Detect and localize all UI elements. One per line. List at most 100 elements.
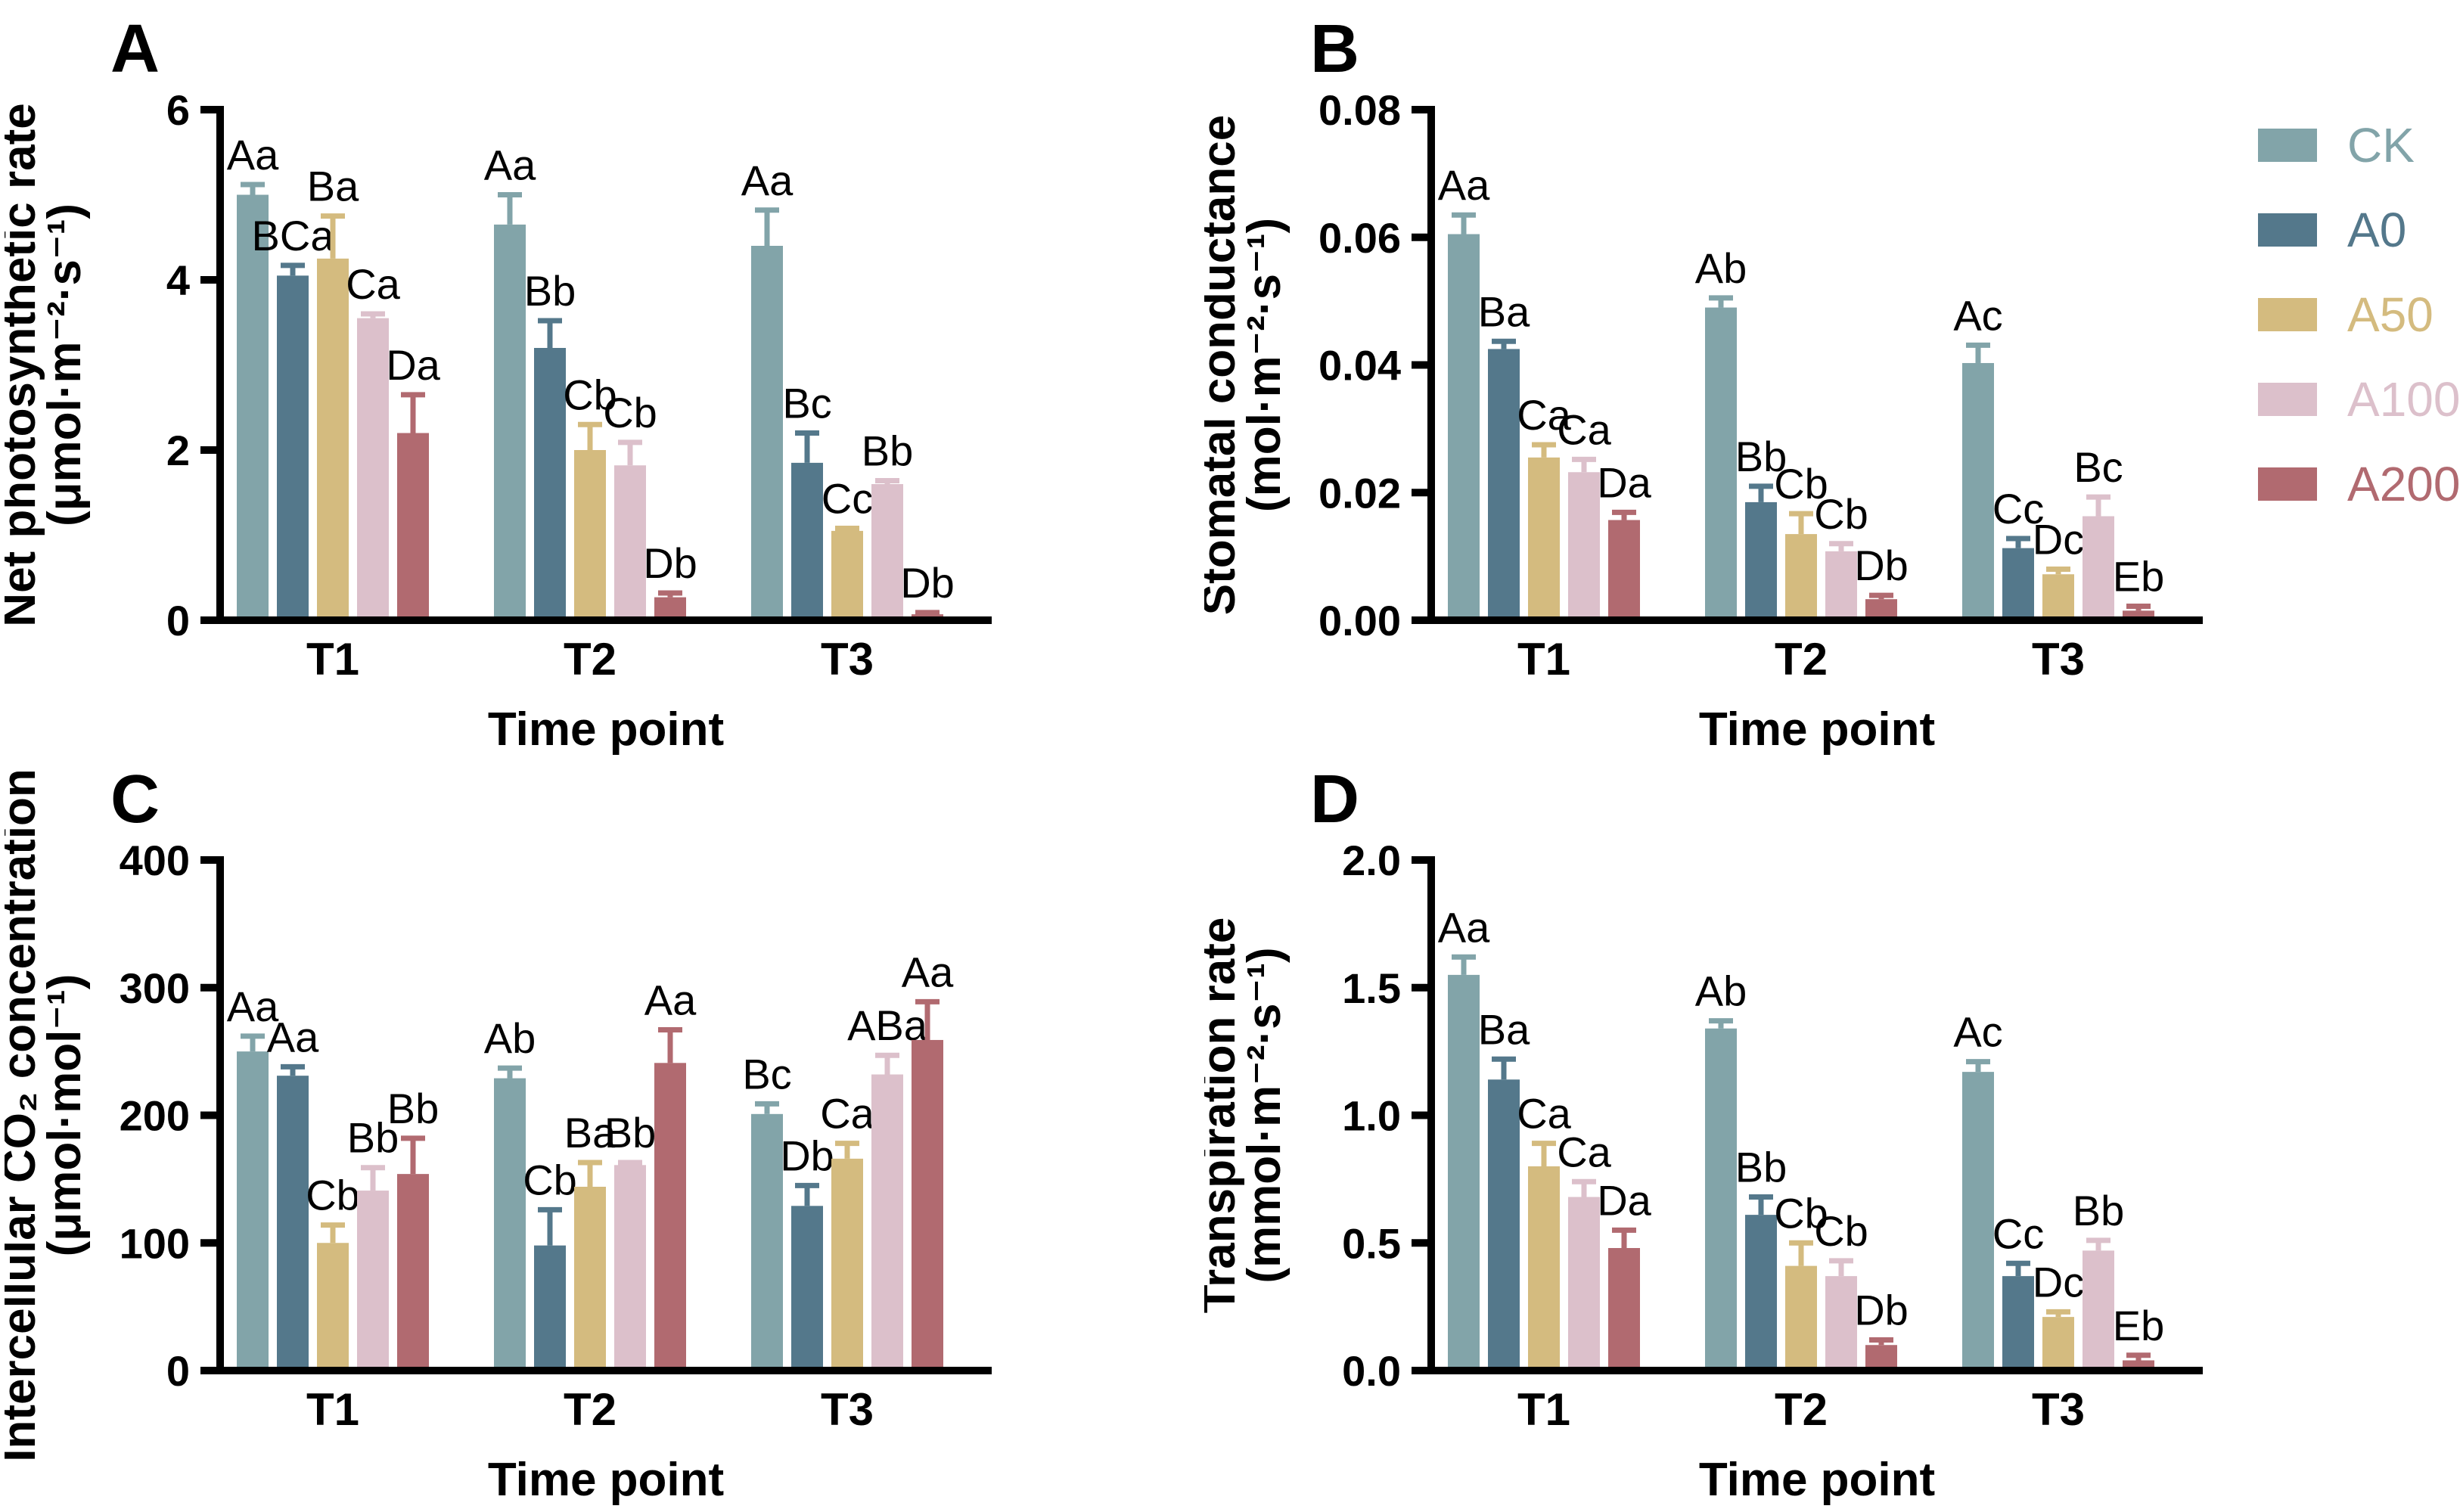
x-axis-title: Time point [1699,703,1935,756]
bar-ck-t2 [494,1078,526,1371]
x-tick-label: T3 [2032,1384,2085,1435]
legend-swatch-a0 [2258,213,2317,247]
significance-letter: BCa [252,212,335,259]
panel-letter: A [110,11,160,87]
significance-letter: Ba [564,1109,617,1157]
significance-letter: Cb [563,371,617,418]
x-tick-label: T1 [1517,1384,1570,1435]
x-tick-label: T2 [1775,634,1828,685]
significance-letter: Cc [1992,485,2044,532]
legend-item-a50: A50 [2258,290,2460,339]
bar-a100-t3 [871,1074,903,1371]
bar-a0-t3 [2002,1276,2034,1371]
bar-a0-t2 [534,1245,566,1371]
significance-letter: Eb [2113,1302,2165,1349]
legend-label-a200: A200 [2347,457,2461,511]
bar-a200-t1 [1608,520,1640,620]
significance-letter: Cb [1814,1207,1868,1255]
bar-a0-t3 [2002,548,2034,620]
bar-a50-t2 [574,1187,606,1371]
significance-letter: Aa [227,131,279,179]
legend-item-a0: A0 [2258,206,2460,254]
significance-letter: Aa [741,157,794,204]
significance-letter: Bc [2073,443,2123,491]
significance-letter: Ba [1478,1005,1530,1053]
significance-letter: Cb [1774,460,1828,508]
chart-stomatal-conductance: B Stomatal conductance(mol·m⁻²·s⁻¹) T1 Aa Ba… [1204,11,2203,756]
y-axis-title: Intercellular CO₂ concentration [5,768,45,1461]
y-tick-label: 0.06 [1318,214,1401,262]
significance-letter: Ab [1695,967,1747,1015]
x-tick-label: T2 [1775,1384,1828,1435]
significance-letter: Ab [484,1014,536,1062]
significance-letter: Dc [2033,516,2084,564]
y-axis-units: (mmol·m⁻²·s⁻¹) [1238,947,1291,1283]
bar-ck-t3 [751,1113,783,1371]
significance-letter: Ac [1953,1008,2002,1056]
bar-a200-t1 [397,433,429,620]
y-tick-label: 0.0 [1342,1347,1401,1395]
legend-swatch-ck [2258,129,2317,162]
bar-a0-t1 [1488,349,1520,620]
legend-swatch-a50 [2258,298,2317,331]
significance-letter: Bb [524,267,576,315]
significance-letter: Cb [523,1156,577,1203]
significance-letter: Cb [1774,1189,1828,1237]
significance-letter: Bb [2073,1187,2125,1234]
significance-letter: Eb [2113,552,2165,600]
significance-letter: Bb [604,1109,657,1157]
bar-ck-t1 [237,194,269,620]
significance-letter: Bb [1735,1144,1787,1191]
bar-a0-t2 [1745,1215,1777,1371]
y-tick-label: 0.00 [1318,597,1401,644]
y-tick-label: 0 [166,597,190,644]
significance-letter: Ac [1953,291,2002,339]
y-tick-label: 2.0 [1342,837,1401,884]
bar-ck-t2 [1705,307,1737,620]
bar-a50-t1 [317,258,349,620]
bar-a100-t1 [357,1191,389,1371]
bar-a100-t1 [1568,472,1600,620]
panel-letter: B [1310,11,1359,87]
significance-letter: Dc [2033,1258,2084,1306]
bar-a100-t2 [614,1165,646,1371]
bar-a100-t2 [614,465,646,620]
panel-b-stomatal-conductance: B Stomatal conductance (mol·m⁻²·s⁻¹) T1 Aa Ba… [1204,0,2362,759]
y-axis-title: Transpiration rate [1204,917,1245,1314]
bar-a200-t2 [654,1063,686,1371]
y-tick-label: 400 [120,837,190,884]
y-tick-label: 6 [166,86,190,134]
x-tick-label: T3 [821,634,874,685]
significance-letter: Ca [1517,1090,1571,1138]
x-axis-title: Time point [1699,1454,1935,1506]
significance-letter: Bb [1735,433,1787,480]
bar-ck-t2 [1705,1028,1737,1371]
significance-letter: Db [780,1132,834,1179]
bar-a50-t3 [2042,1317,2074,1371]
significance-letter: Cc [1992,1209,2044,1257]
y-tick-label: 300 [120,964,190,1012]
panel-d-transpiration-rate: D Transpiration rate (mmol·m⁻²·s⁻¹) T1 Aa Ba C… [1204,750,2362,1510]
significance-letter: Ca [1557,1128,1611,1175]
bar-a50-t2 [574,450,606,620]
y-tick-label: 1.5 [1342,964,1401,1012]
panel-letter: D [1310,762,1359,837]
y-tick-label: 0.04 [1318,342,1401,390]
y-axis-units: (μmol·m⁻²·s⁻¹) [39,203,91,526]
bar-ck-t3 [751,246,783,620]
panel-a-net-photosynthetic-rate: A Net photosynthetic rate (μmol·m⁻²·s⁻¹) T1… [5,0,1162,759]
bar-a100-t3 [871,484,903,620]
legend-label-ck: CK [2347,118,2415,172]
significance-letter: Ca [1557,405,1611,453]
significance-letter: Ca [820,1090,874,1138]
y-tick-label: 200 [120,1092,190,1140]
bar-a100-t2 [1825,1276,1857,1371]
bar-a0-t3 [791,1206,823,1371]
x-tick-label: T1 [306,634,359,685]
bar-a200-t1 [1608,1248,1640,1371]
significance-letter: Da [386,341,440,389]
bar-a100-t3 [2083,516,2114,620]
bar-a200-t3 [912,1039,943,1371]
bar-a50-t2 [1785,534,1817,620]
bar-a100-t1 [1568,1197,1600,1371]
